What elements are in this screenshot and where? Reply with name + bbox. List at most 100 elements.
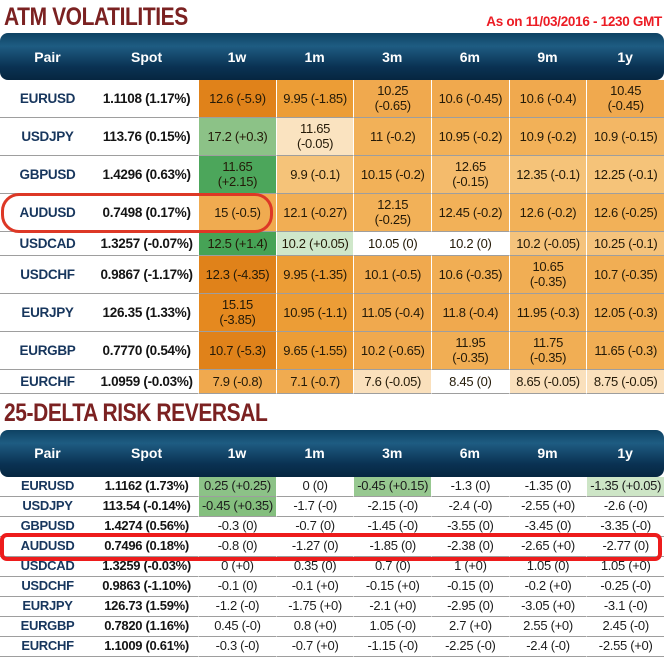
value-cell-1y: 10.25 (-0.1) [586, 232, 664, 257]
value-cell-1y: -2.77 (0) [586, 536, 664, 557]
value-cell-1y: -2.6 (-0) [586, 496, 664, 517]
table-row-eurusd: EURUSD 1.1108 (1.17%) 12.6 (-5.9) 9.95 (-1.… [0, 80, 664, 119]
value-cell-1w: -0.8 (0) [198, 536, 276, 557]
spot-cell: 0.9863 (-1.10%) [95, 577, 199, 597]
column-header-1m: 1m [275, 429, 354, 477]
pair-cell: USDJPY [0, 118, 96, 157]
value-cell-1w: 0.45 (-0) [198, 616, 276, 637]
spot-cell: 1.3257 (-0.07%) [95, 232, 199, 257]
table-row-eurgbp: EURGBP 0.7770 (0.54%) 10.7 (-5.3) 9.65 (-1.… [0, 332, 664, 371]
value-cell-6m: 11.8 (-0.4) [431, 294, 509, 333]
value-cell-9m: 11.75 (-0.35) [508, 332, 587, 371]
table-row-usdchf: USDCHF 0.9863 (-1.10%) -0.1 (0) -0.1 (+0) -0… [0, 576, 664, 597]
value-cell-1w: 0.25 (+0.25) [198, 476, 276, 497]
value-cell-6m: 11.95 (-0.35) [431, 332, 509, 371]
value-cell-1m: 9.95 (-1.85) [275, 80, 354, 119]
value-cell-1m: 7.1 (-0.7) [275, 370, 354, 395]
value-cell-3m: -2.1 (+0) [353, 596, 432, 617]
pair-cell: USDJPY [0, 497, 96, 517]
value-cell-9m: 1.05 (0) [508, 556, 587, 577]
column-header-3m: 3m [353, 33, 432, 81]
value-cell-1w: -0.3 (0) [198, 516, 276, 537]
value-cell-1y: 10.45 (-0.45) [586, 80, 664, 119]
column-header-1m: 1m [275, 33, 354, 81]
value-cell-6m: 12.65 (-0.15) [431, 156, 509, 195]
spot-cell: 1.3259 (-0.03%) [95, 557, 199, 577]
value-cell-3m: -1.15 (-0) [353, 636, 432, 657]
header-row: Pair Spot 1w 1m 3m 6m 9m 1y [0, 33, 664, 81]
spot-cell: 1.0959 (-0.03%) [95, 370, 199, 395]
value-cell-3m: -1.45 (-0) [353, 516, 432, 537]
value-cell-6m: 10.95 (-0.2) [431, 118, 509, 157]
value-cell-6m: -3.55 (0) [431, 516, 509, 537]
table-row-usdchf: USDCHF 0.9867 (-1.17%) 12.3 (-4.35) 9.95 (-… [0, 256, 664, 295]
risk-reversal-table: Pair Spot 1w 1m 3m 6m 9m 1y EURUSD 1.1162 (1.73%)… [0, 429, 664, 657]
value-cell-1m: -0.1 (+0) [275, 576, 354, 597]
value-cell-9m: 10.9 (-0.2) [508, 118, 587, 157]
value-cell-9m: 11.95 (-0.3) [508, 294, 587, 333]
column-header-6m: 6m [431, 33, 509, 81]
table-row-usdjpy: USDJPY 113.76 (0.15%) 17.2 (+0.3) 11.65 (-0.… [0, 118, 664, 157]
value-cell-1w: 12.3 (-4.35) [198, 256, 276, 295]
value-cell-1w: 15.15 (-3.85) [198, 294, 276, 333]
table-row-audusd: AUDUSD 0.7496 (0.18%) -0.8 (0) -1.27 (0) -1.… [0, 536, 664, 557]
pair-cell: USDCHF [0, 577, 96, 597]
column-header-1w: 1w [198, 33, 276, 81]
value-cell-1m: 9.95 (-1.35) [275, 256, 354, 295]
value-cell-3m: 10.05 (0) [353, 232, 432, 257]
value-cell-3m: 10.15 (-0.2) [353, 156, 432, 195]
value-cell-1y: -2.55 (+0) [586, 636, 664, 657]
table-row-eurchf: EURCHF 1.1009 (0.61%) -0.3 (-0) -0.7 (+0) -1… [0, 636, 664, 657]
value-cell-9m: -3.45 (0) [508, 516, 587, 537]
value-cell-6m: 12.45 (-0.2) [431, 194, 509, 233]
table-row-eurchf: EURCHF 1.0959 (-0.03%) 7.9 (-0.8) 7.1 (-0.7… [0, 370, 664, 395]
value-cell-1m: 9.9 (-0.1) [275, 156, 354, 195]
value-cell-1w: -1.2 (-0) [198, 596, 276, 617]
value-cell-1w: 7.9 (-0.8) [198, 370, 276, 395]
column-header-1w: 1w [198, 429, 276, 477]
spot-cell: 0.7770 (0.54%) [95, 332, 199, 371]
value-cell-1m: 10.95 (-1.1) [275, 294, 354, 333]
value-cell-1w: -0.3 (-0) [198, 636, 276, 657]
rr-title-row: 25-DELTA RISK REVERSAL [0, 394, 664, 429]
pair-cell: EURGBP [0, 332, 96, 371]
value-cell-1m: 12.1 (-0.27) [275, 194, 354, 233]
value-cell-1w: 17.2 (+0.3) [198, 118, 276, 157]
value-cell-1m: 10.2 (+0.05) [275, 232, 354, 257]
value-cell-1w: 12.5 (+1.4) [198, 232, 276, 257]
pair-cell: GBPUSD [0, 156, 96, 195]
table-row-eurjpy: EURJPY 126.73 (1.59%) -1.2 (-0) -1.75 (+0) -… [0, 596, 664, 617]
spot-cell: 1.1009 (0.61%) [95, 637, 199, 657]
column-header-9m: 9m [508, 429, 587, 477]
value-cell-1w: -0.45 (+0.35) [198, 496, 276, 517]
spot-cell: 1.4296 (0.63%) [95, 156, 199, 195]
table-row-usdcad: USDCAD 1.3257 (-0.07%) 12.5 (+1.4) 10.2 (+0… [0, 232, 664, 257]
value-cell-1y: -0.25 (-0) [586, 576, 664, 597]
value-cell-1y: 12.05 (-0.3) [586, 294, 664, 333]
atm-section-title: ATM VOLATILITIES [4, 3, 188, 31]
value-cell-1w: 12.6 (-5.9) [198, 80, 276, 119]
value-cell-1m: 11.65 (-0.05) [275, 118, 354, 157]
value-cell-1w: 15 (-0.5) [198, 194, 276, 233]
table-row-usdcad: USDCAD 1.3259 (-0.03%) 0 (+0) 0.35 (0) 0.7 (… [0, 556, 664, 577]
value-cell-3m: -0.15 (+0) [353, 576, 432, 597]
pair-cell: EURJPY [0, 294, 96, 333]
value-cell-1y: 11.65 (-0.3) [586, 332, 664, 371]
column-header-1y: 1y [586, 33, 664, 81]
spot-cell: 1.1108 (1.17%) [95, 80, 199, 119]
value-cell-3m: 11 (-0.2) [353, 118, 432, 157]
value-cell-9m: 12.35 (-0.1) [508, 156, 587, 195]
pair-cell: AUDUSD [0, 194, 96, 233]
value-cell-3m: 12.15 (-0.25) [353, 194, 432, 233]
value-cell-9m: -1.35 (0) [508, 476, 587, 497]
table-row-eurjpy: EURJPY 126.35 (1.33%) 15.15 (-3.85) 10.95 (-… [0, 294, 664, 333]
value-cell-6m: 10.2 (0) [431, 232, 509, 257]
column-header-spot: Spot [95, 33, 199, 81]
spot-cell: 126.35 (1.33%) [95, 294, 199, 333]
spot-cell: 113.54 (-0.14%) [95, 497, 199, 517]
value-cell-6m: 10.6 (-0.35) [431, 256, 509, 295]
pair-cell: GBPUSD [0, 517, 96, 537]
value-cell-6m: 1 (+0) [431, 556, 509, 577]
value-cell-9m: -3.05 (+0) [508, 596, 587, 617]
pair-cell: USDCAD [0, 557, 96, 577]
